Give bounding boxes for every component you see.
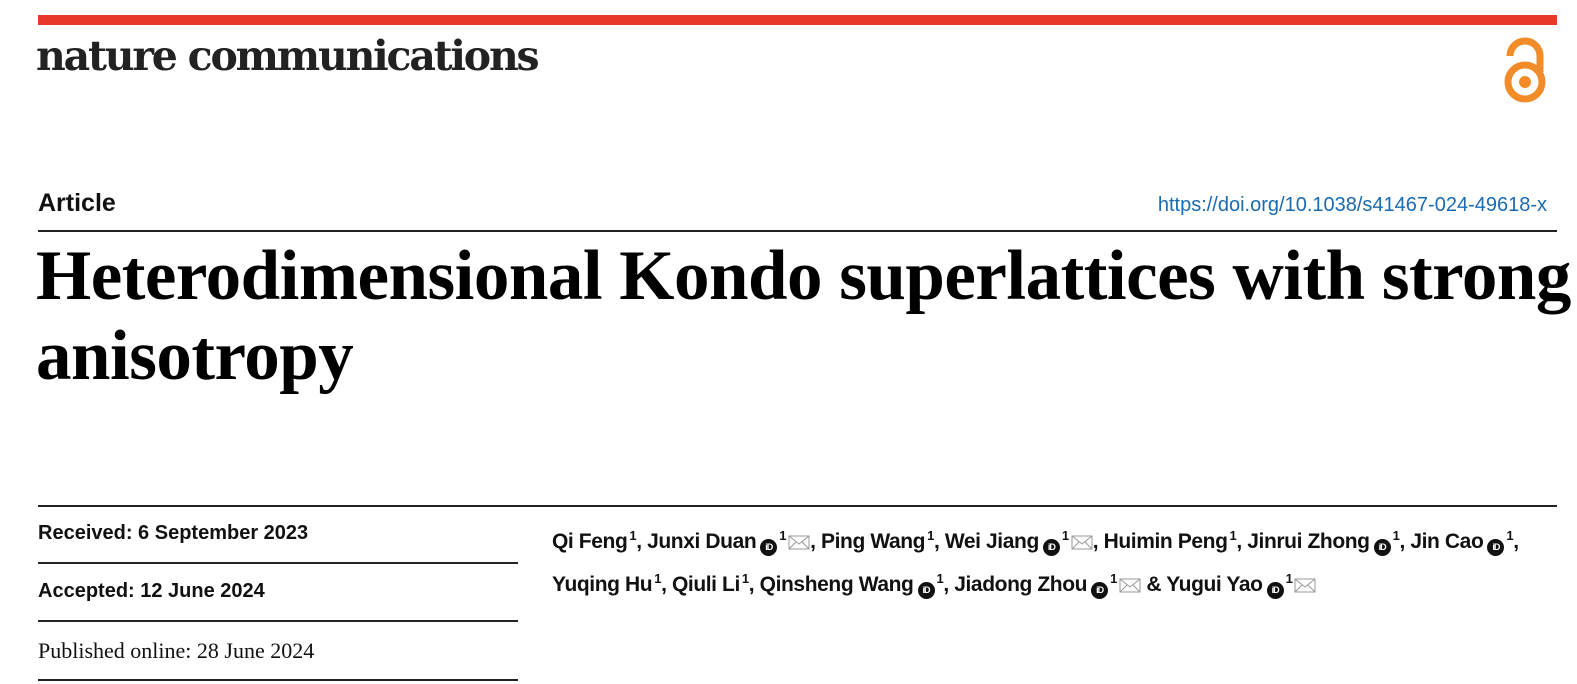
affiliation-number: 1 xyxy=(741,570,749,586)
affiliation-number: 1 xyxy=(654,570,662,586)
author[interactable]: Yuqing Hu 1 xyxy=(552,570,662,596)
divider xyxy=(38,230,1557,232)
orcid-icon[interactable]: iD xyxy=(1091,581,1109,599)
author-name[interactable]: Junxi Duan xyxy=(647,530,757,553)
divider xyxy=(38,679,518,681)
article-type: Article xyxy=(38,189,116,217)
author[interactable]: Jin Cao iD1 xyxy=(1410,528,1514,556)
author-name[interactable]: Ping Wang xyxy=(821,530,926,553)
email-icon[interactable] xyxy=(1071,535,1093,550)
email-icon[interactable] xyxy=(1119,578,1141,593)
author-name[interactable]: Qi Feng xyxy=(552,530,628,553)
author[interactable]: Qiuli Li 1 xyxy=(671,570,749,596)
open-access-lock-icon xyxy=(1504,37,1546,103)
article-title: Heterodimensional Kondo superlattices wi… xyxy=(36,237,1571,395)
author-name[interactable]: Qinsheng Wang xyxy=(759,572,914,596)
orcid-icon[interactable]: iD xyxy=(917,581,935,599)
affiliation-number: 1 xyxy=(927,528,934,543)
author-name[interactable]: Jin Cao xyxy=(1410,530,1484,553)
affiliation-number: 1 xyxy=(1392,528,1400,543)
orcid-icon[interactable]: iD xyxy=(1042,539,1060,556)
affiliation-number: 1 xyxy=(629,528,637,543)
affiliation-number: 1 xyxy=(1506,528,1514,543)
author[interactable]: Jiadong Zhou iD1 xyxy=(954,570,1141,599)
divider xyxy=(38,505,1557,507)
author-name[interactable]: Wei Jiang xyxy=(944,530,1039,553)
affiliation-number: 1 xyxy=(1110,570,1117,586)
email-icon[interactable] xyxy=(1294,578,1316,593)
author-name[interactable]: Yuqing Hu xyxy=(552,572,653,596)
author[interactable]: Wei Jiang iD1 xyxy=(944,528,1093,556)
affiliation-number: 1 xyxy=(779,528,787,543)
orcid-icon[interactable]: iD xyxy=(1266,581,1284,599)
divider xyxy=(38,620,518,622)
accepted-date: Accepted: 12 June 2024 xyxy=(38,580,265,602)
divider xyxy=(38,562,518,564)
email-icon[interactable] xyxy=(788,535,810,550)
published-date: Published online: 28 June 2024 xyxy=(38,638,315,663)
brand-bar xyxy=(38,15,1557,25)
affiliation-number: 1 xyxy=(936,570,944,586)
author[interactable]: Ping Wang 1 xyxy=(821,528,934,553)
doi-link[interactable]: https://doi.org/10.1038/s41467-024-49618… xyxy=(1157,194,1547,216)
author-name[interactable]: Huimin Peng xyxy=(1103,530,1228,553)
orcid-icon[interactable]: iD xyxy=(1373,539,1391,556)
author[interactable]: Yugui Yao iD1 xyxy=(1166,570,1316,599)
author-list: Qi Feng 1, Junxi Duan iD1, Ping Wang 1, Wei… xyxy=(552,518,1542,603)
affiliation-number: 1 xyxy=(1061,528,1069,543)
author-name[interactable]: Yugui Yao xyxy=(1166,572,1263,596)
affiliation-number: 1 xyxy=(1285,570,1293,586)
author[interactable]: Qinsheng Wang iD1 xyxy=(759,570,944,599)
received-date: Received: 6 September 2023 xyxy=(38,522,309,544)
author-name[interactable]: Qiuli Li xyxy=(671,572,740,596)
author-name[interactable]: Jinrui Zhong xyxy=(1247,530,1370,553)
author[interactable]: Huimin Peng 1 xyxy=(1103,528,1237,553)
author[interactable]: Jinrui Zhong iD1 xyxy=(1247,528,1400,556)
journal-logo: nature communications xyxy=(36,32,540,80)
author-name[interactable]: Jiadong Zhou xyxy=(954,572,1088,596)
affiliation-number: 1 xyxy=(1229,528,1237,543)
author[interactable]: Junxi Duan iD1 xyxy=(647,528,810,556)
orcid-icon[interactable]: iD xyxy=(1487,539,1505,556)
orcid-icon[interactable]: iD xyxy=(760,539,778,556)
author[interactable]: Qi Feng 1 xyxy=(552,528,637,553)
